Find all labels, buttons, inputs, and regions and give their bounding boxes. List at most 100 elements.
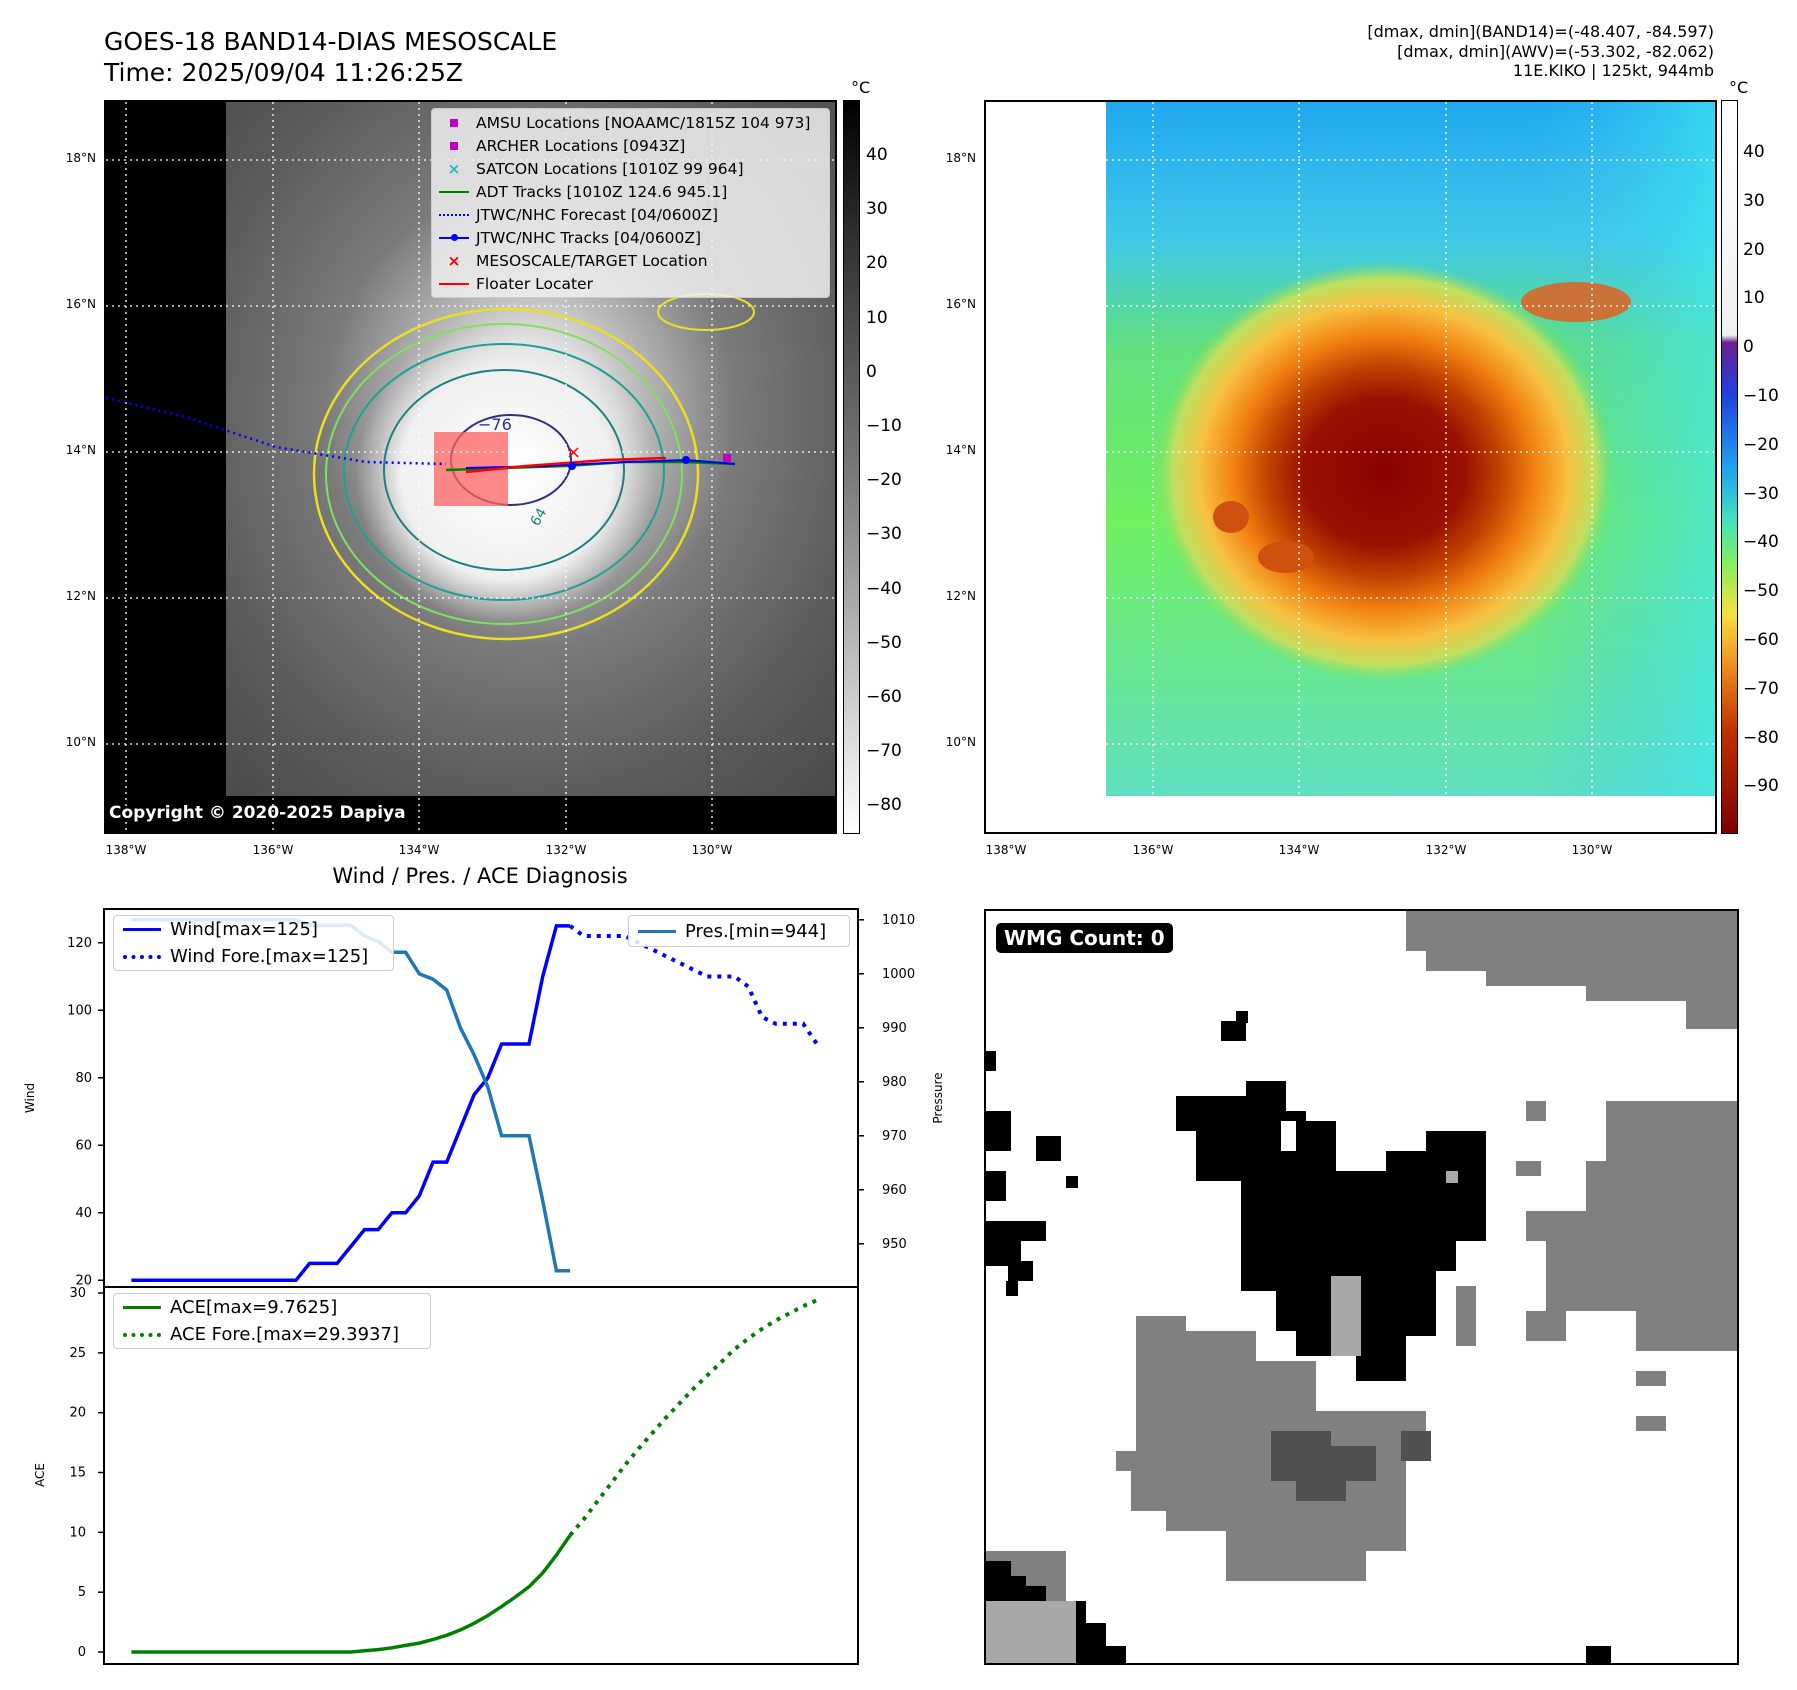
y-tick-right-label: 1010	[882, 913, 915, 928]
y-tick-label: 25	[69, 1346, 86, 1361]
stats-block: [dmax, dmin](BAND14)=(-48.407, -84.597) …	[1367, 22, 1714, 81]
lat-label: 16°N	[945, 297, 976, 311]
lon-label: 132°W	[1425, 843, 1467, 857]
colorbar-tick-label: −80	[866, 795, 902, 816]
y-tick-label: 40	[75, 1206, 92, 1221]
line-icon	[439, 282, 469, 285]
contour-label: 64	[528, 505, 551, 529]
colorbar-tick-label: 40	[866, 145, 888, 165]
colorbar-tick-label: −10	[1743, 386, 1779, 406]
colorbar-tick-label: 30	[1743, 190, 1765, 211]
line-icon	[123, 1306, 161, 1309]
wind-legend: Wind[max=125] Wind Fore.[max=125]	[113, 915, 394, 971]
y-tick-right-label: 980	[882, 1075, 907, 1090]
colorbar-tick-label: 0	[866, 361, 877, 382]
legend-item: JTWC/NHC Tracks [04/0600Z]	[432, 226, 829, 249]
lon-label: 136°W	[252, 843, 294, 857]
dotted-line-icon	[123, 954, 161, 959]
lat-label: 12°N	[65, 589, 96, 603]
lat-label: 18°N	[65, 151, 96, 165]
y-tick-right-label: 990	[882, 1021, 907, 1036]
line-icon	[439, 190, 469, 193]
line-icon	[638, 929, 676, 933]
y-tick-label: 20	[69, 1406, 86, 1421]
legend-item: Wind Fore.[max=125]	[114, 943, 393, 970]
series-line	[131, 924, 571, 1283]
lon-label: 134°W	[1278, 843, 1320, 857]
x-icon: ×	[447, 251, 461, 270]
square-icon	[450, 141, 458, 150]
lon-label: 132°W	[545, 843, 587, 857]
awv-colorbar	[1721, 100, 1738, 834]
colorbar-tick-label: −20	[866, 470, 902, 491]
ace-ylabel: ACE	[33, 1463, 47, 1487]
legend-item: ACE Fore.[max=29.3937]	[114, 1321, 430, 1348]
contour-inner	[383, 369, 625, 571]
series-line	[568, 924, 819, 1046]
legend-item: AMSU Locations [NOAAMC/1815Z 104 973]	[432, 111, 829, 134]
colorbar-tick-label: 0	[1743, 337, 1754, 358]
target-marker: ×	[566, 442, 581, 463]
wmg-darkgray-areas	[1271, 1431, 1431, 1501]
contour-label: −76	[478, 415, 512, 434]
diagnosis-title: Wind / Pres. / ACE Diagnosis	[332, 864, 628, 888]
colorbar-tick-label: −50	[1743, 581, 1779, 602]
legend-item: ACE[max=9.7625]	[114, 1294, 430, 1321]
lat-label: 10°N	[945, 735, 976, 749]
title-line-1: GOES-18 BAND14-DIAS MESOSCALE	[104, 27, 558, 56]
floater-track	[465, 456, 667, 474]
colorbar-tick-label: 10	[866, 307, 888, 328]
pressure-ylabel: Pressure	[931, 1072, 945, 1123]
awv-grid	[986, 102, 1715, 832]
wmg-count-badge: WMG Count: 0	[996, 923, 1173, 953]
y-tick-right-label: 960	[882, 1183, 907, 1198]
wmg-lightgray-cell	[1446, 1171, 1458, 1183]
title-line-2: Time: 2025/09/04 11:26:25Z	[104, 58, 463, 87]
lat-label: 14°N	[65, 443, 96, 457]
contour-yellow	[312, 307, 700, 641]
dot-line-icon	[439, 233, 469, 241]
y-tick-right-label: 1000	[882, 967, 915, 982]
forecast-track	[106, 396, 447, 466]
awv-ne-cloud	[1521, 282, 1631, 322]
colorbar-tick-label: −40	[866, 578, 902, 599]
legend-item: Floater Locater	[432, 272, 829, 295]
y-tick-label: 60	[75, 1138, 92, 1153]
ace-legend: ACE[max=9.7625] ACE Fore.[max=29.3937]	[113, 1293, 431, 1349]
awv-band-cell	[1258, 541, 1314, 573]
legend-item: JTWC/NHC Forecast [04/0600Z]	[432, 203, 829, 226]
colorbar-tick-label: −90	[1743, 776, 1779, 797]
legend-item: ARCHER Locations [0943Z]	[432, 134, 829, 157]
legend-item: Pres.[min=944]	[629, 916, 849, 946]
chart-title: GOES-18 BAND14-DIAS MESOSCALE Time: 2025…	[104, 26, 557, 88]
lat-label: 10°N	[65, 735, 96, 749]
colorbar-tick-label: 20	[866, 253, 888, 274]
wmg-svg	[986, 911, 1737, 1663]
lon-label: 136°W	[1132, 843, 1174, 857]
ace-axes-frame	[103, 1286, 859, 1665]
pressure-legend: Pres.[min=944]	[628, 915, 850, 947]
series-line	[131, 918, 571, 1273]
colorbar-tick-label: 40	[1743, 142, 1765, 162]
legend-item: × MESOSCALE/TARGET Location	[432, 249, 829, 272]
stats-awv: [dmax, dmin](AWV)=(-53.302, -82.062)	[1397, 41, 1714, 61]
lon-label: 134°W	[398, 843, 440, 857]
lat-label: 16°N	[65, 297, 96, 311]
lon-label: 138°W	[985, 843, 1027, 857]
colorbar-tick-label: −80	[1743, 727, 1779, 748]
colorbar-tick-label: 20	[1743, 239, 1765, 260]
y-tick-label: 30	[69, 1286, 86, 1301]
colorbar-tick-label: −20	[1743, 434, 1779, 455]
square-icon	[450, 118, 458, 127]
amsu-marker	[723, 454, 731, 462]
y-tick-label: 10	[69, 1525, 86, 1540]
legend-item: ADT Tracks [1010Z 124.6 945.1]	[432, 180, 829, 203]
map-legend: AMSU Locations [NOAAMC/1815Z 104 973] AR…	[431, 108, 830, 298]
contour-lightgreen	[325, 323, 683, 625]
y-tick-label: 80	[75, 1071, 92, 1086]
wmg-panel	[984, 909, 1739, 1665]
dotted-line-icon	[123, 1332, 161, 1337]
colorbar-tick-label: 30	[866, 199, 888, 220]
colorbar-tick-label: −40	[1743, 532, 1779, 553]
lat-label: 18°N	[945, 151, 976, 165]
